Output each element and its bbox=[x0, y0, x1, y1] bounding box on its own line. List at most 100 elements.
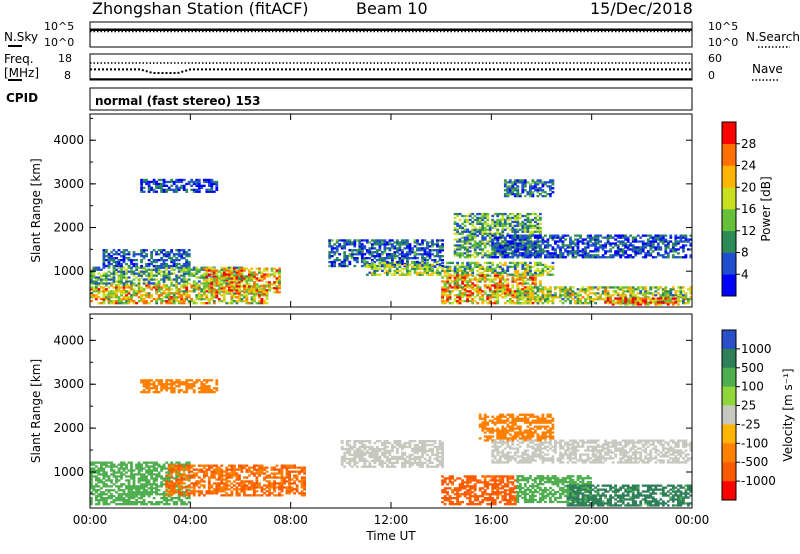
heatmap-cell bbox=[167, 286, 171, 289]
heatmap-cell bbox=[92, 296, 96, 299]
heatmap-cell bbox=[503, 246, 507, 249]
heatmap-cell bbox=[155, 501, 158, 504]
heatmap-cell bbox=[531, 278, 535, 281]
heatmap-cell bbox=[177, 495, 181, 498]
heatmap-cell bbox=[105, 288, 108, 291]
heatmap-cell bbox=[431, 243, 434, 246]
heatmap-cell bbox=[513, 189, 517, 192]
heatmap-cell bbox=[386, 257, 389, 260]
heatmap-cell bbox=[511, 244, 515, 247]
heatmap-cell bbox=[150, 489, 153, 492]
heatmap-cell bbox=[228, 275, 231, 278]
heatmap-cell bbox=[135, 284, 138, 287]
heatmap-cell bbox=[526, 271, 530, 274]
heatmap-cell bbox=[401, 239, 404, 242]
heatmap-cell bbox=[120, 485, 123, 488]
heatmap-cell bbox=[90, 503, 93, 506]
heatmap-cell bbox=[621, 250, 625, 253]
heatmap-cell bbox=[461, 265, 464, 268]
heatmap-cell bbox=[240, 281, 244, 284]
heatmap-cell bbox=[125, 257, 128, 260]
heatmap-cell bbox=[513, 195, 517, 198]
heatmap-cell bbox=[120, 262, 123, 266]
heatmap-cell bbox=[258, 294, 261, 297]
heatmap-cell bbox=[207, 287, 211, 290]
heatmap-cell bbox=[448, 269, 452, 272]
heatmap-cell bbox=[147, 493, 151, 496]
heatmap-cell bbox=[541, 298, 545, 301]
heatmap-cell bbox=[529, 230, 532, 233]
heatmap-cell bbox=[95, 461, 98, 464]
heatmap-cell bbox=[611, 301, 615, 304]
heatmap-cell bbox=[501, 250, 505, 253]
heatmap-cell bbox=[436, 273, 439, 276]
heatmap-cell bbox=[140, 190, 143, 193]
heatmap-cell bbox=[614, 301, 617, 304]
heatmap-cell bbox=[160, 294, 163, 297]
heatmap-cell bbox=[511, 302, 515, 305]
heatmap-cell bbox=[107, 503, 111, 506]
heatmap-cell bbox=[235, 269, 239, 272]
heatmap-cell bbox=[646, 297, 650, 300]
heatmap-cell bbox=[95, 475, 98, 478]
heatmap-cell bbox=[671, 296, 675, 299]
heatmap-cell bbox=[544, 250, 547, 253]
heatmap-cell bbox=[471, 302, 475, 305]
heatmap-cell bbox=[453, 244, 457, 247]
heatmap-cell bbox=[536, 286, 540, 289]
heatmap-cell bbox=[671, 288, 675, 291]
heatmap-cell bbox=[453, 276, 457, 279]
heatmap-cell bbox=[145, 461, 148, 464]
heatmap-cell bbox=[142, 278, 146, 281]
heatmap-cell bbox=[506, 274, 510, 277]
heatmap-cell bbox=[619, 286, 623, 289]
heatmap-cell bbox=[604, 290, 607, 293]
heatmap-cell bbox=[689, 244, 693, 247]
heatmap-cell bbox=[443, 284, 447, 287]
heatmap-cell bbox=[466, 236, 469, 239]
heatmap-cell bbox=[523, 269, 527, 272]
heatmap-cell bbox=[170, 480, 174, 483]
heatmap-cell bbox=[476, 263, 480, 267]
heatmap-cell bbox=[175, 276, 179, 279]
heatmap-cell bbox=[130, 286, 133, 289]
heatmap-cell bbox=[526, 290, 530, 293]
heatmap-cell bbox=[150, 477, 153, 480]
heatmap-cell bbox=[145, 286, 148, 289]
heatmap-cell bbox=[275, 271, 279, 274]
heatmap-cell bbox=[433, 260, 437, 264]
heatmap-cell bbox=[508, 181, 512, 184]
heatmap-cell bbox=[240, 275, 244, 278]
heatmap-cell bbox=[373, 271, 377, 274]
heatmap-cell bbox=[461, 252, 464, 255]
heatmap-cell bbox=[596, 254, 600, 257]
heatmap-cell bbox=[631, 294, 635, 297]
heatmap-cell bbox=[335, 257, 339, 260]
heatmap-cell bbox=[589, 296, 592, 299]
heatmap-cell bbox=[508, 189, 512, 192]
heatmap-cell bbox=[170, 298, 174, 301]
heatmap-cell bbox=[416, 265, 419, 268]
heatmap-cell bbox=[393, 247, 397, 250]
heatmap-cell bbox=[175, 292, 179, 295]
heatmap-cell bbox=[205, 285, 209, 288]
heatmap-cell bbox=[574, 242, 577, 245]
heatmap-cell bbox=[458, 240, 462, 243]
heatmap-cell bbox=[92, 489, 96, 492]
heatmap-cell bbox=[456, 271, 459, 274]
heatmap-cell bbox=[453, 250, 457, 253]
heatmap-cell bbox=[125, 485, 128, 488]
heatmap-cell bbox=[162, 255, 166, 258]
heatmap-cell bbox=[536, 256, 540, 259]
heatmap-cell bbox=[142, 477, 146, 480]
heatmap-cell bbox=[157, 471, 161, 474]
heatmap-cell bbox=[501, 240, 505, 243]
heatmap-cell bbox=[523, 236, 527, 239]
heatmap-cell bbox=[473, 218, 477, 222]
heatmap-cell bbox=[466, 261, 469, 265]
heatmap-cell bbox=[152, 260, 156, 264]
heatmap-cell bbox=[165, 503, 169, 506]
heatmap-cell bbox=[574, 294, 577, 297]
heatmap-cell bbox=[258, 269, 261, 272]
heatmap-cell bbox=[594, 302, 597, 305]
